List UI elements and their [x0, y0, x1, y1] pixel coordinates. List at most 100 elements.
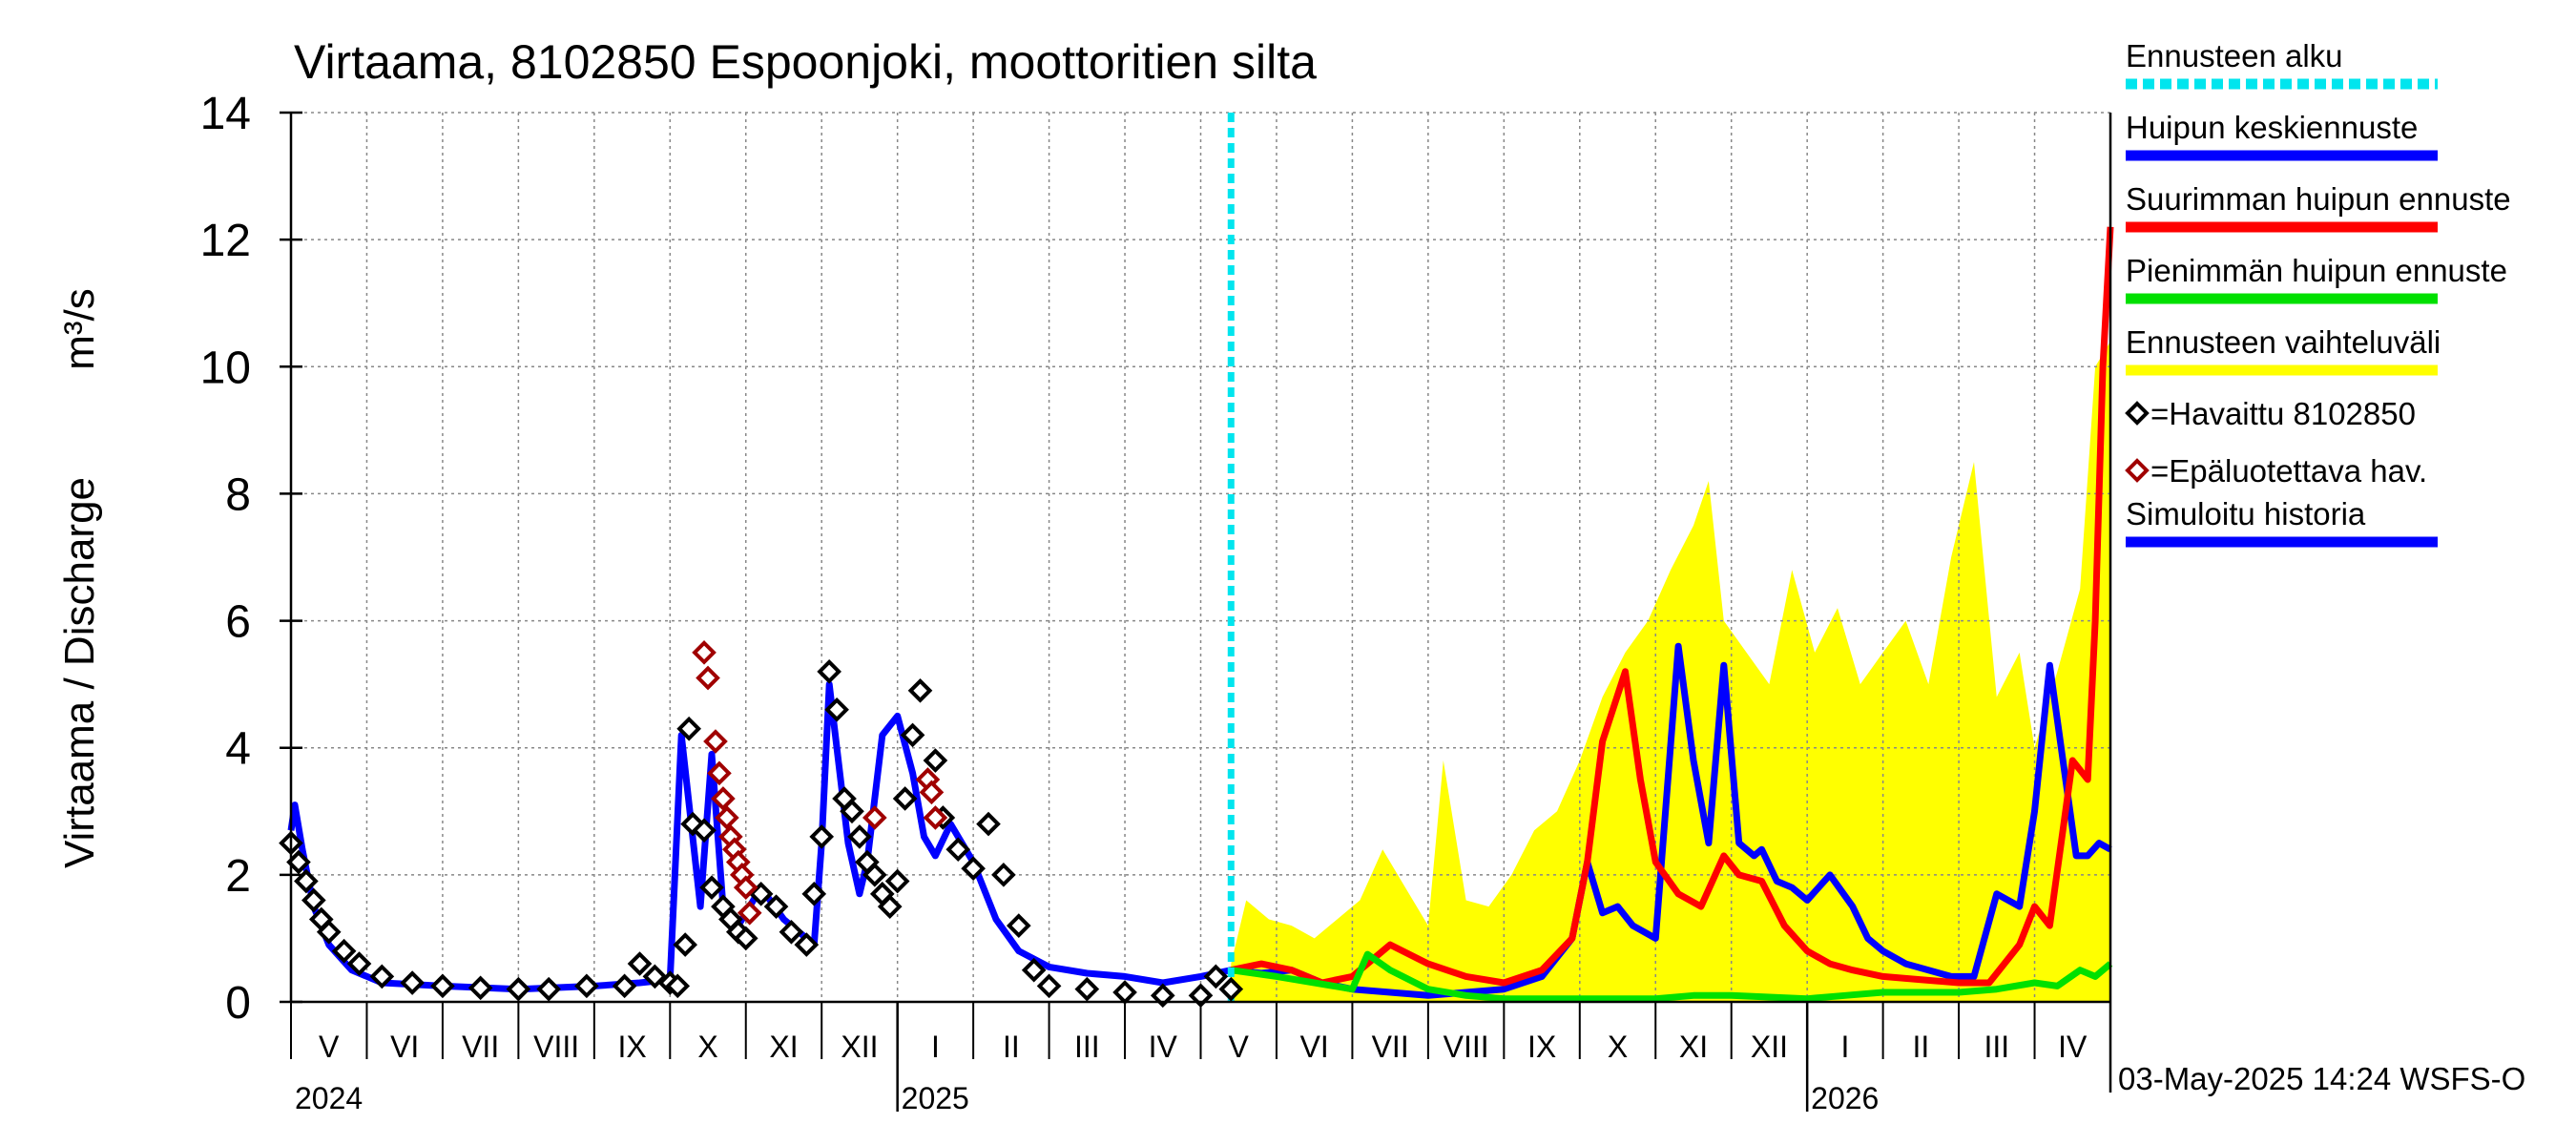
observed-point	[1203, 964, 1229, 989]
month-label: V	[319, 1030, 340, 1064]
observed-point	[1218, 976, 1244, 1002]
grid-layer	[291, 112, 2110, 1002]
observed-point	[294, 868, 319, 894]
legend-pienin-label: Pienimmän huipun ennuste	[2126, 253, 2507, 288]
unreliable-point	[923, 805, 948, 830]
y-tick-label: 0	[225, 978, 251, 1029]
observed-point	[692, 818, 717, 843]
observed-point	[817, 659, 841, 684]
legend-simuloitu-label: Simuloitu historia	[2126, 496, 2366, 531]
y-tick-label: 8	[225, 469, 251, 520]
observed-point	[1006, 913, 1031, 938]
unreliable-point	[862, 805, 887, 830]
observed-point	[900, 722, 925, 748]
legend-havaittu-marker	[2125, 401, 2150, 426]
year-label: 2024	[295, 1081, 363, 1115]
observed-point	[627, 951, 653, 976]
month-label: III	[1984, 1030, 2009, 1064]
observed-point	[430, 973, 455, 999]
legend-havaittu-label: =Havaittu 8102850	[2150, 396, 2416, 431]
observed-point	[976, 811, 1001, 837]
y-axis-unit: m³/s	[56, 288, 103, 370]
observed-point	[840, 799, 864, 824]
unreliable-point	[696, 665, 720, 691]
observed-point	[923, 748, 948, 773]
observed-point	[676, 716, 701, 741]
observed-point	[536, 976, 561, 1002]
legend: Ennusteen alku Huipun keskiennuste Suurimm…	[2125, 38, 2511, 548]
observed-point	[1021, 957, 1047, 983]
observed-point	[346, 951, 372, 976]
forecast-range-area	[1231, 341, 2110, 1002]
observed-point	[316, 919, 342, 945]
unreliable-point	[707, 760, 732, 786]
month-label: VIII	[533, 1030, 579, 1064]
y-tick-label: 2	[225, 851, 251, 902]
observed-point	[733, 926, 758, 951]
observed-point	[612, 973, 637, 999]
legend-ennusteen_alku-label: Ennusteen alku	[2126, 38, 2343, 73]
observed-point	[884, 868, 910, 894]
observed-point	[991, 863, 1016, 887]
month-label: VII	[462, 1030, 499, 1064]
timestamp: 03-May-2025 14:24 WSFS-O	[2118, 1061, 2525, 1096]
month-label: II	[1003, 1030, 1020, 1064]
observed-point	[467, 975, 493, 1001]
observed-point	[506, 976, 531, 1002]
month-label: XI	[769, 1030, 798, 1064]
month-label: I	[931, 1030, 940, 1064]
observed-point	[400, 970, 425, 995]
y-tick-label: 6	[225, 597, 251, 648]
observed-point	[331, 938, 357, 964]
month-label: IX	[1527, 1030, 1556, 1064]
y-tick-label: 14	[200, 89, 251, 139]
observed-point	[763, 894, 789, 919]
unreliable-point	[711, 786, 736, 811]
month-label: VI	[1300, 1030, 1329, 1064]
observed-point	[794, 932, 820, 957]
observed-point	[286, 849, 311, 875]
month-label: X	[1608, 1030, 1628, 1064]
month-label: IV	[2058, 1030, 2088, 1064]
observed-point	[699, 875, 724, 900]
observed-point	[665, 973, 691, 999]
month-label: IX	[617, 1030, 646, 1064]
month-label: VII	[1372, 1030, 1409, 1064]
month-label: III	[1074, 1030, 1100, 1064]
observed-point	[945, 837, 971, 863]
month-label: VI	[390, 1030, 419, 1064]
observed-point	[1150, 983, 1175, 1009]
legend-vaihteluvali-label: Ennusteen vaihteluväli	[2126, 324, 2441, 360]
month-label: I	[1840, 1030, 1849, 1064]
observed-point	[673, 932, 698, 957]
month-label: II	[1912, 1030, 1929, 1064]
unreliable-point	[692, 640, 717, 665]
observed-point	[1074, 976, 1100, 1002]
legend-epaluotettava-label: =Epäluotettava hav.	[2150, 453, 2427, 489]
observation-layer	[279, 640, 1244, 1009]
observed-point	[862, 863, 887, 887]
legend-epaluotettava-marker	[2125, 458, 2150, 483]
unreliable-point	[733, 875, 758, 900]
unreliable-point	[737, 900, 762, 926]
chart-title: Virtaama, 8102850 Espoonjoki, moottoriti…	[294, 35, 1317, 89]
observed-point	[961, 856, 986, 882]
y-axis-label: Virtaama / Discharge m³/s	[56, 288, 103, 868]
year-label: 2026	[1811, 1081, 1879, 1115]
unreliable-point	[919, 780, 945, 805]
observed-point	[301, 887, 326, 913]
month-label: XI	[1679, 1030, 1708, 1064]
year-label: 2025	[902, 1081, 969, 1115]
legend-suurin-label: Suurimman huipun ennuste	[2126, 181, 2511, 217]
observed-point	[809, 824, 835, 849]
month-label: VIII	[1444, 1030, 1489, 1064]
observed-point	[847, 824, 872, 849]
observed-point	[779, 919, 804, 945]
y-tick-label: 10	[200, 343, 251, 393]
legend-huipun_keski-label: Huipun keskiennuste	[2126, 110, 2418, 145]
observed-point	[642, 964, 668, 989]
series-line-suurimman-huipun-ennuste	[1230, 226, 2114, 987]
unreliable-point	[715, 805, 739, 830]
